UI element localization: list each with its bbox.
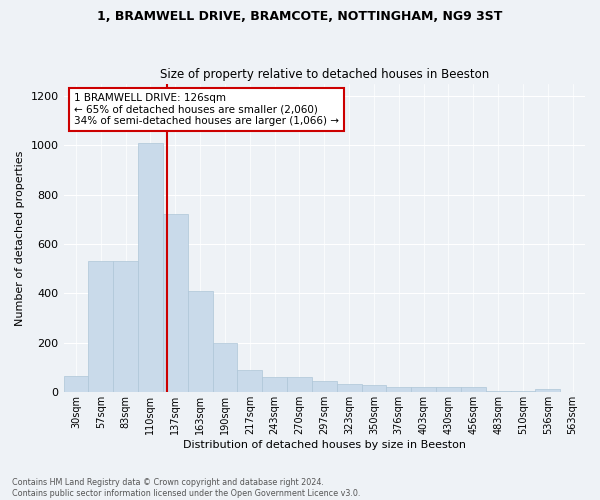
Bar (163, 214, 188, 392)
Bar (64, 376, 88, 392)
Bar (511, 391, 535, 392)
Bar (386, 388, 411, 392)
Bar (485, 391, 511, 392)
Bar (337, 384, 362, 392)
Title: Size of property relative to detached houses in Beeston: Size of property relative to detached ho… (160, 68, 489, 81)
Bar (88, 262, 113, 392)
Text: Contains HM Land Registry data © Crown copyright and database right 2024.
Contai: Contains HM Land Registry data © Crown c… (12, 478, 361, 498)
Y-axis label: Number of detached properties: Number of detached properties (15, 150, 25, 326)
X-axis label: Distribution of detached houses by size in Beeston: Distribution of detached houses by size … (183, 440, 466, 450)
Bar (436, 388, 461, 392)
Bar (238, 370, 262, 392)
Bar (188, 291, 212, 392)
Bar (535, 388, 560, 392)
Bar (312, 381, 337, 392)
Bar (138, 143, 163, 392)
Bar (287, 378, 312, 392)
Text: 1 BRAMWELL DRIVE: 126sqm
← 65% of detached houses are smaller (2,060)
34% of sem: 1 BRAMWELL DRIVE: 126sqm ← 65% of detach… (74, 93, 339, 126)
Text: 1, BRAMWELL DRIVE, BRAMCOTE, NOTTINGHAM, NG9 3ST: 1, BRAMWELL DRIVE, BRAMCOTE, NOTTINGHAM,… (97, 10, 503, 23)
Bar (113, 262, 138, 392)
Bar (362, 385, 386, 392)
Bar (411, 388, 436, 392)
Bar (461, 388, 485, 392)
Bar (262, 378, 287, 392)
Bar (212, 343, 238, 392)
